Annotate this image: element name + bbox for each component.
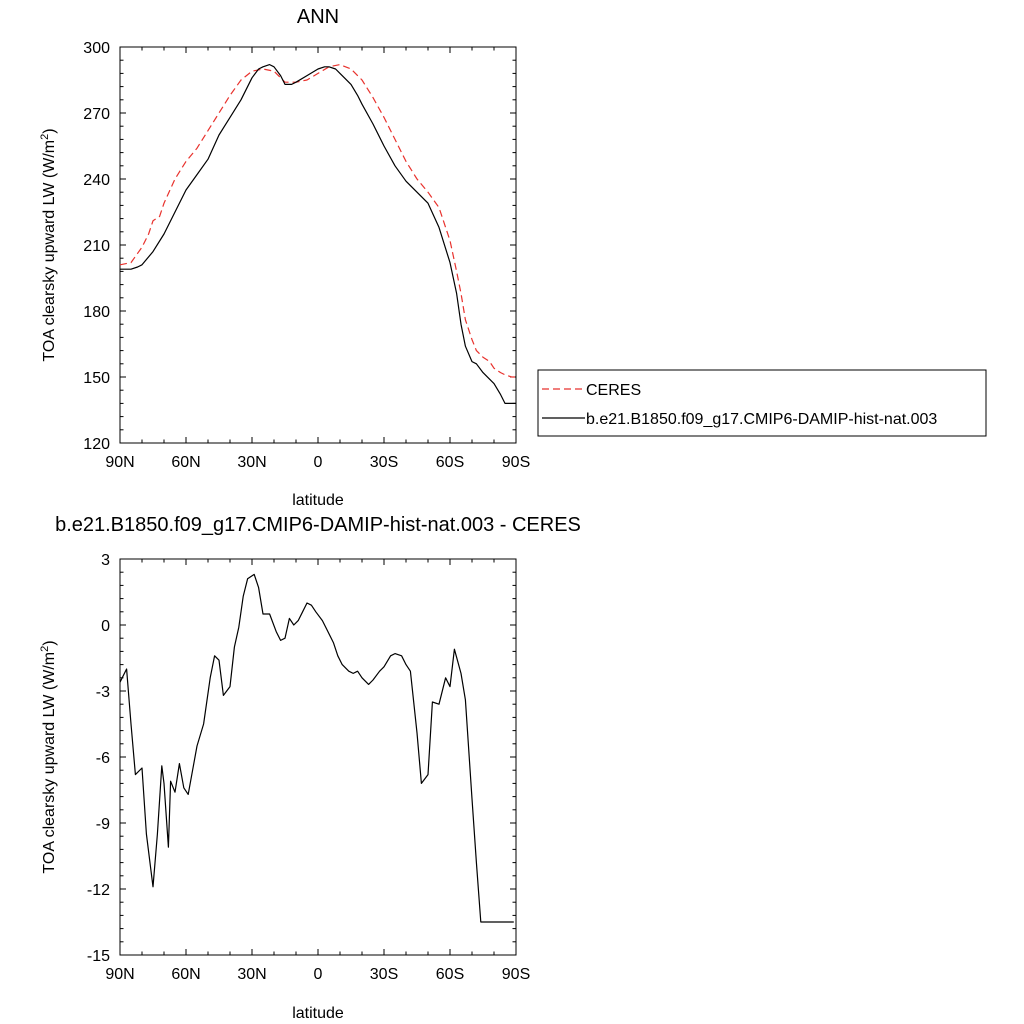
panel-annual-mean: ANN 90N 60N 30N 0 30S 60S 90S 120 150 180 210 240 2… — [39, 6, 530, 509]
x-tick-label: 30S — [370, 966, 398, 983]
y-tick-label: -6 — [96, 750, 110, 767]
x-tick-label: 60N — [171, 454, 200, 471]
plot-frame — [119, 46, 517, 444]
y-axis-label: TOA clearsky upward LW (W/m2) — [39, 640, 58, 873]
y-tick-label: 180 — [83, 304, 110, 321]
x-tick-label: 60S — [436, 966, 464, 983]
x-tick-label: 30N — [237, 454, 266, 471]
legend: CERES b.e21.B1850.f09_g17.CMIP6-DAMIP-hi… — [537, 369, 987, 437]
legend-label-model: b.e21.B1850.f09_g17.CMIP6-DAMIP-hist-nat… — [586, 411, 937, 428]
y-axis-ticks: -15 -12 -9 -6 -3 0 3 — [87, 552, 516, 965]
x-tick-label: 30N — [237, 966, 266, 983]
y-tick-label: 300 — [83, 40, 110, 57]
series-group — [119, 63, 516, 404]
y-tick-label: 120 — [83, 436, 110, 453]
x-tick-label: 90S — [502, 454, 530, 471]
chart-title: ANN — [297, 6, 339, 28]
x-tick-label: 60S — [436, 454, 464, 471]
series-group — [119, 573, 514, 923]
y-axis-ticks: 120 150 180 210 240 270 300 — [83, 40, 516, 453]
x-tick-label: 0 — [314, 454, 323, 471]
x-tick-label: 90S — [502, 966, 530, 983]
x-tick-label: 90N — [105, 966, 134, 983]
series-line-b-e21-b1850-f09-g17-cmip6-damip-hist-nat-003 — [120, 63, 516, 404]
y-tick-label: -3 — [96, 684, 110, 701]
x-tick-label: 90N — [105, 454, 134, 471]
y-tick-label: 0 — [101, 618, 110, 635]
y-tick-label: 240 — [83, 172, 110, 189]
chart-title: b.e21.B1850.f09_g17.CMIP6-DAMIP-hist-nat… — [55, 514, 581, 536]
y-tick-label: 210 — [83, 238, 110, 255]
plot-frame — [119, 558, 517, 956]
panel-difference: b.e21.B1850.f09_g17.CMIP6-DAMIP-hist-nat… — [39, 514, 581, 1022]
x-axis-label: latitude — [292, 492, 344, 509]
legend-label-ceres: CERES — [586, 382, 641, 399]
x-tick-label: 0 — [314, 966, 323, 983]
x-axis-ticks: 90N 60N 30N 0 30S 60S 90S — [105, 559, 530, 983]
x-axis-ticks: 90N 60N 30N 0 30S 60S 90S — [105, 47, 530, 471]
y-tick-label: -9 — [96, 816, 110, 833]
y-tick-label: -15 — [87, 948, 110, 965]
legend-box — [537, 369, 987, 437]
x-tick-label: 30S — [370, 454, 398, 471]
y-tick-label: 270 — [83, 106, 110, 123]
series-line-ceres — [119, 63, 516, 378]
y-tick-label: 3 — [101, 552, 110, 569]
x-axis-label: latitude — [292, 1005, 344, 1022]
y-tick-label: 150 — [83, 370, 110, 387]
series-line-difference-0 — [119, 573, 514, 923]
x-tick-label: 60N — [171, 966, 200, 983]
y-tick-label: -12 — [87, 882, 110, 899]
y-axis-label: TOA clearsky upward LW (W/m2) — [39, 128, 58, 361]
